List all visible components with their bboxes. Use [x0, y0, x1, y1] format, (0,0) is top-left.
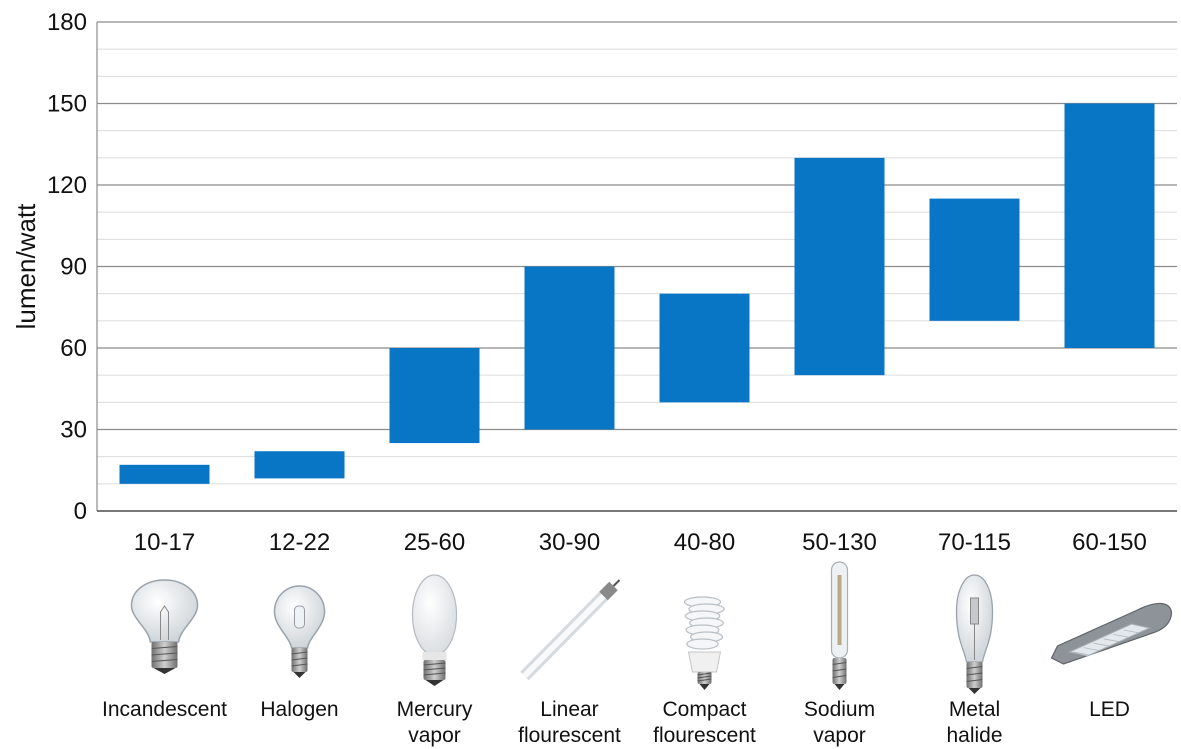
range-bar	[929, 198, 1020, 321]
y-axis-ticks: 0 30 60 90 120 150 180	[47, 9, 87, 525]
range-bar	[389, 348, 480, 444]
sodium-vapor-bulb-icon	[830, 561, 849, 690]
compact-fluorescent-icon	[683, 596, 725, 690]
category-label: 30-90	[539, 529, 600, 556]
lamp-type-label: Linear flourescent	[518, 698, 621, 747]
y-tick-label: 120	[47, 172, 87, 199]
category-label: 25-60	[404, 529, 465, 556]
y-tick-label: 30	[60, 417, 87, 444]
lamp-type-label: Mercury vapor	[397, 698, 473, 747]
category-label: 70-115	[938, 529, 1011, 556]
y-tick-label: 150	[47, 91, 87, 118]
bars	[119, 103, 1155, 484]
incandescent-bulb-icon	[130, 579, 199, 674]
lamp-type-label: Halogen	[260, 698, 338, 721]
lamp-type-label: LED	[1089, 698, 1130, 721]
category-label: 60-150	[1072, 529, 1147, 556]
lamp-type-label: Compact flourescent	[653, 698, 756, 747]
y-tick-label: 180	[47, 9, 87, 36]
y-tick-label: 90	[60, 254, 87, 281]
grid	[96, 21, 1177, 512]
lamp-type-labels: Incandescent Halogen Mercury vapor Linear flo…	[102, 698, 1130, 747]
y-tick-label: 0	[74, 498, 87, 525]
y-axis-label: lumen/watt	[11, 203, 41, 329]
halogen-bulb-icon	[273, 585, 326, 678]
y-tick-label: 60	[60, 335, 87, 362]
range-bar	[119, 464, 210, 484]
metal-halide-bulb-icon	[955, 574, 994, 694]
range-bar	[524, 266, 615, 430]
category-label: 10-17	[134, 529, 195, 556]
category-label: 40-80	[674, 529, 735, 556]
lamp-icons	[130, 561, 1173, 694]
range-bar	[1064, 103, 1155, 348]
range-bar	[254, 451, 345, 479]
led-streetlight-icon	[1050, 602, 1173, 665]
linear-tube-icon	[520, 579, 621, 681]
x-axis-categories: 10-17 12-22 25-60 30-90 40-80 50-130 70-115 60-…	[134, 529, 1147, 556]
mercury-vapor-bulb-icon	[411, 574, 458, 686]
lamp-type-label: Sodium vapor	[804, 698, 875, 747]
lamp-type-label: Metal halide	[946, 698, 1002, 747]
category-label: 50-130	[802, 529, 877, 556]
category-label: 12-22	[269, 529, 330, 556]
range-bar	[794, 157, 885, 376]
lamp-type-label: Incandescent	[102, 698, 227, 721]
range-bar	[659, 293, 750, 403]
